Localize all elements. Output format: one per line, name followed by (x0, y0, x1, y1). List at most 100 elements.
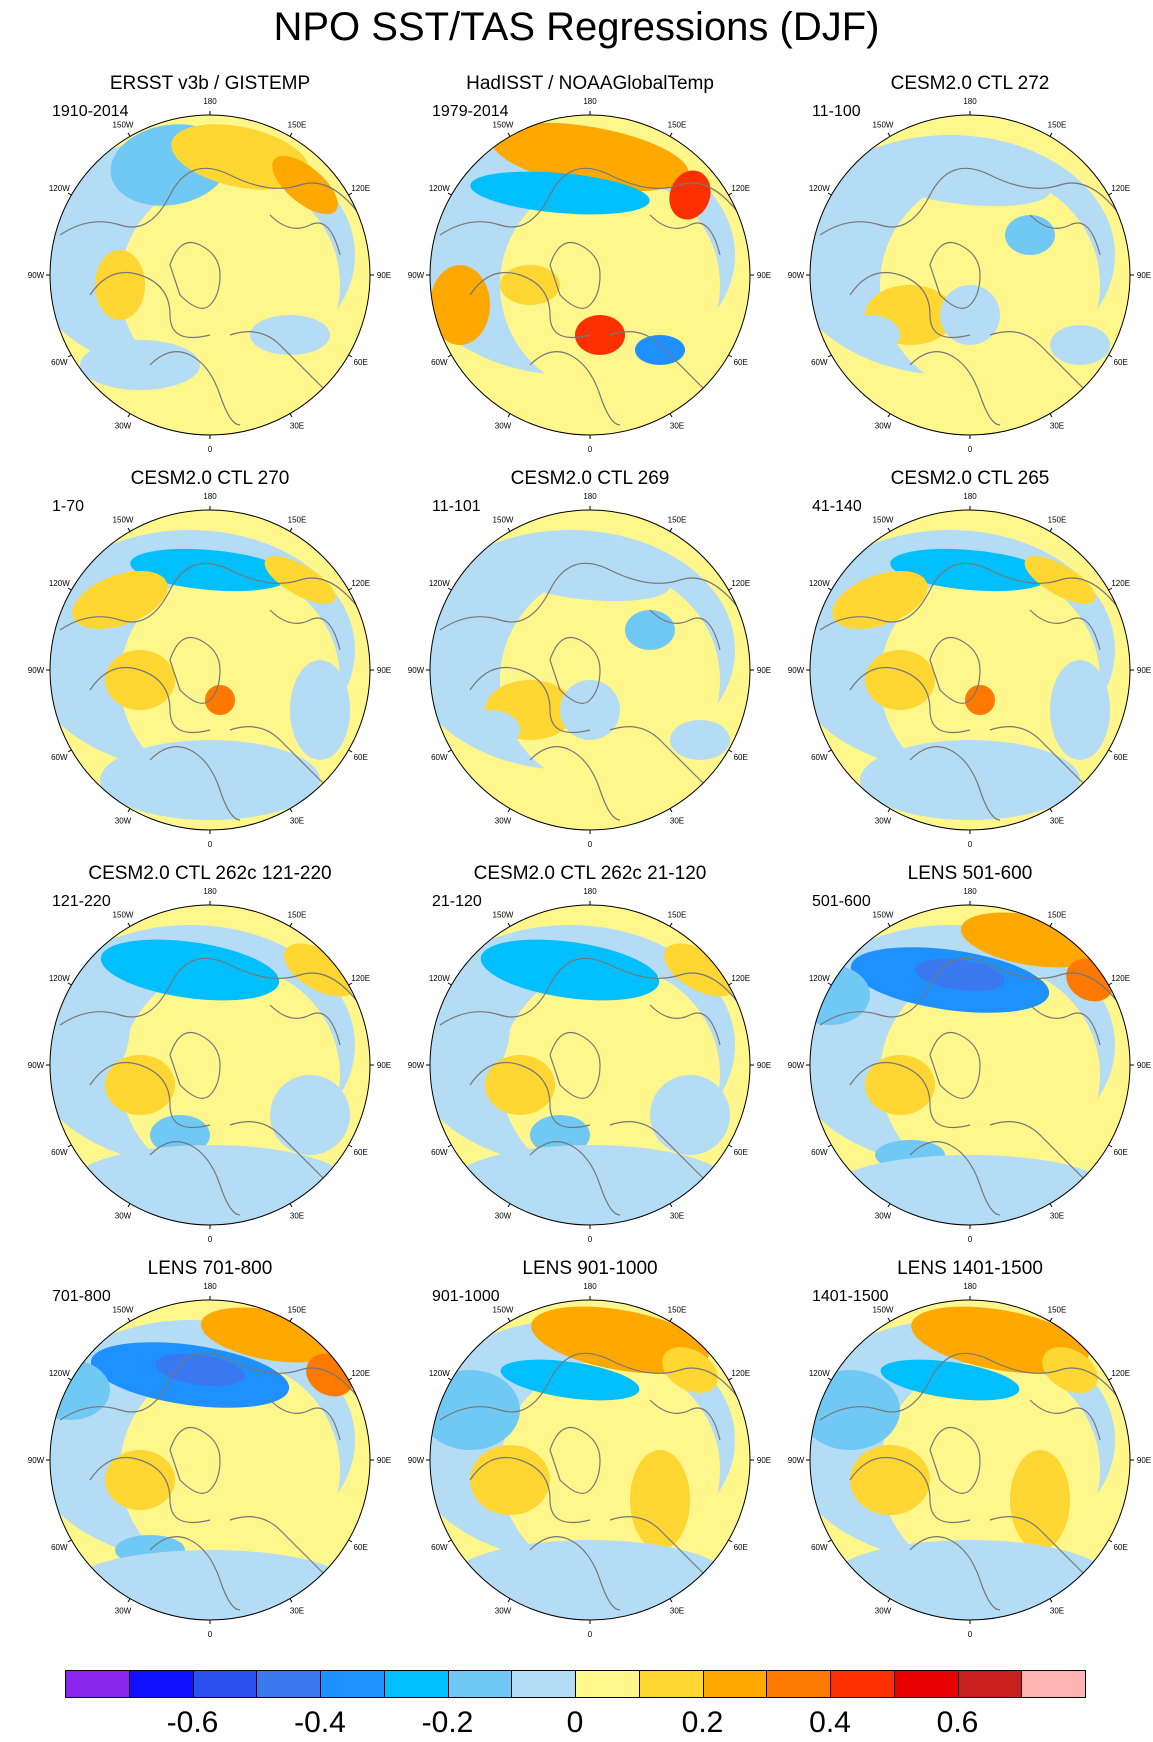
lon-label: 150E (668, 1305, 687, 1314)
lon-tick (127, 1203, 131, 1208)
lon-tick (669, 1317, 673, 1322)
coastline (649, 1004, 721, 1046)
lon-tick (1049, 1598, 1053, 1603)
lon-tick (728, 192, 733, 196)
field-region (810, 1370, 900, 1450)
lon-label: 150W (113, 515, 134, 524)
colorbar-label: 0.6 (936, 1706, 979, 1739)
field-region (150, 1115, 210, 1155)
field-region (100, 939, 280, 1001)
polar-map: 180 150E 120E 90E 60E 30E 0 30W 60W 90W 120W 150W (28, 1282, 391, 1639)
lon-label: 180 (203, 887, 217, 896)
lon-tick (348, 192, 353, 196)
field-region (830, 1155, 1110, 1225)
lon-label: 90W (788, 1061, 805, 1070)
lon-label: 90W (28, 1456, 45, 1465)
lon-label: 60W (811, 753, 828, 762)
polar-map: 180 150E 120E 90E 60E 30E 0 30W 60W 90W 120W 150W (408, 97, 771, 454)
coastline (849, 271, 971, 339)
field-region (50, 1360, 110, 1420)
panel-title: HadISST / NOAAGlobalTemp (466, 73, 714, 94)
lon-label: 60W (431, 1148, 448, 1157)
coastline (439, 562, 741, 631)
field-region (130, 548, 290, 592)
lon-tick (348, 1144, 353, 1148)
lon-tick (728, 1377, 733, 1381)
lon-label: 120W (429, 579, 450, 588)
field-region (272, 155, 338, 215)
lon-label: 30W (495, 1212, 512, 1221)
coastline (909, 1141, 1001, 1216)
lon-tick (1108, 1539, 1113, 1543)
lon-label: 150E (668, 120, 687, 129)
lon-tick (1049, 132, 1053, 137)
lon-tick (67, 1144, 72, 1148)
coastline (89, 1456, 211, 1524)
lon-label: 0 (588, 1630, 593, 1639)
lon-label: 30W (115, 1212, 132, 1221)
lon-label: 60W (431, 753, 448, 762)
lon-label: 30W (115, 422, 132, 431)
lon-label: 0 (588, 1235, 593, 1244)
coastline (169, 1031, 221, 1099)
lon-tick (669, 808, 673, 813)
field-region (1050, 325, 1110, 365)
lon-tick (289, 808, 293, 813)
lon-label: 180 (963, 97, 977, 106)
lon-label: 90W (28, 1061, 45, 1070)
polar-map: 180 150E 120E 90E 60E 30E 0 30W 60W 90W 120W 150W (408, 492, 771, 849)
lon-label: 30E (1050, 422, 1064, 431)
lon-tick (447, 749, 452, 753)
lon-tick (507, 1598, 511, 1603)
lon-label: 60E (734, 358, 748, 367)
field-region (860, 740, 1080, 820)
lon-label: 150E (1048, 910, 1067, 919)
lon-tick (507, 808, 511, 813)
colorbar-swatch (766, 1670, 831, 1698)
panel-title: CESM2.0 CTL 270 (130, 468, 290, 489)
lon-label: 0 (968, 445, 973, 454)
lon-label: 30E (670, 422, 684, 431)
lon-label: 60W (51, 1543, 68, 1552)
lon-label: 60E (354, 358, 368, 367)
coastline (439, 167, 741, 236)
field-region (1010, 1450, 1070, 1550)
lon-label: 150E (1048, 120, 1067, 129)
lon-tick (348, 982, 353, 986)
lon-label: 60E (354, 753, 368, 762)
lon-label: 30E (290, 422, 304, 431)
map-panel: CESM2.0 CTL 262c 21-120 180 150E 120E 90E 60E… (398, 862, 782, 1258)
map-panel: LENS 701-800 180 150E 120E 90E 60E 30E 0 30W 60W 9… (18, 1257, 402, 1653)
coastline (89, 666, 211, 734)
colorbar-swatch (383, 1670, 449, 1698)
coastline (929, 241, 981, 309)
coastline (149, 351, 241, 426)
field-region (105, 1055, 175, 1115)
polar-map: 180 150E 120E 90E 60E 30E 0 30W 60W 90W 120W 150W (408, 887, 771, 1244)
main-title: NPO SST/TAS Regressions (DJF) (273, 5, 880, 49)
lon-tick (887, 527, 891, 532)
lon-tick (1049, 1203, 1053, 1208)
lon-tick (827, 1539, 832, 1543)
coastline (819, 167, 1121, 236)
lon-tick (728, 1144, 733, 1148)
lon-tick (127, 413, 131, 418)
coastline (929, 1031, 981, 1099)
lon-label: 60W (431, 358, 448, 367)
polar-map: 180 150E 120E 90E 60E 30E 0 30W 60W 90W 120W 150W (28, 492, 391, 849)
map-panel: LENS 501-600 180 150E 120E 90E 60E 30E 0 30W 60W 9… (778, 862, 1153, 1258)
lon-tick (507, 132, 511, 137)
panel-period: 11-100 (812, 103, 861, 120)
lon-label: 30W (115, 1607, 132, 1616)
lon-tick (447, 1377, 452, 1381)
lon-label: 60E (734, 753, 748, 762)
coastline (549, 1426, 601, 1494)
field-region (575, 315, 625, 355)
polar-map: 180 150E 120E 90E 60E 30E 0 30W 60W 90W 120W 150W (788, 492, 1151, 849)
field-region (470, 171, 650, 215)
coastline (649, 1399, 721, 1441)
colorbar-label: 0 (566, 1706, 584, 1739)
field-region (155, 1353, 245, 1387)
lon-tick (1049, 1317, 1053, 1322)
lon-label: 150W (493, 1305, 514, 1314)
